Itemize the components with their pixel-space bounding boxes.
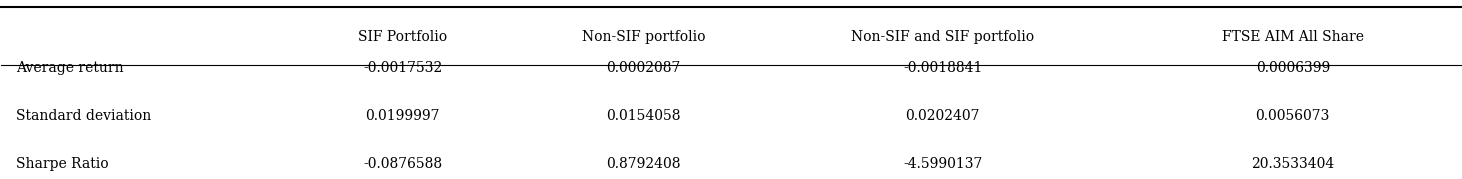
Text: 0.0006399: 0.0006399	[1256, 61, 1330, 75]
Text: FTSE AIM All Share: FTSE AIM All Share	[1222, 30, 1364, 44]
Text: -0.0876588: -0.0876588	[363, 156, 442, 171]
Text: 20.3533404: 20.3533404	[1251, 156, 1335, 171]
Text: 0.0002087: 0.0002087	[607, 61, 681, 75]
Text: 0.0056073: 0.0056073	[1256, 109, 1330, 123]
Text: -4.5990137: -4.5990137	[904, 156, 982, 171]
Text: -0.0018841: -0.0018841	[904, 61, 982, 75]
Text: 0.0202407: 0.0202407	[905, 109, 980, 123]
Text: -0.0017532: -0.0017532	[363, 61, 443, 75]
Text: SIF Portfolio: SIF Portfolio	[358, 30, 447, 44]
Text: Standard deviation: Standard deviation	[16, 109, 151, 123]
Text: Non-SIF and SIF portfolio: Non-SIF and SIF portfolio	[851, 30, 1034, 44]
Text: Average return: Average return	[16, 61, 124, 75]
Text: Sharpe Ratio: Sharpe Ratio	[16, 156, 108, 171]
Text: 0.0154058: 0.0154058	[607, 109, 681, 123]
Text: 0.0199997: 0.0199997	[366, 109, 440, 123]
Text: 0.8792408: 0.8792408	[607, 156, 681, 171]
Text: Non-SIF portfolio: Non-SIF portfolio	[582, 30, 705, 44]
